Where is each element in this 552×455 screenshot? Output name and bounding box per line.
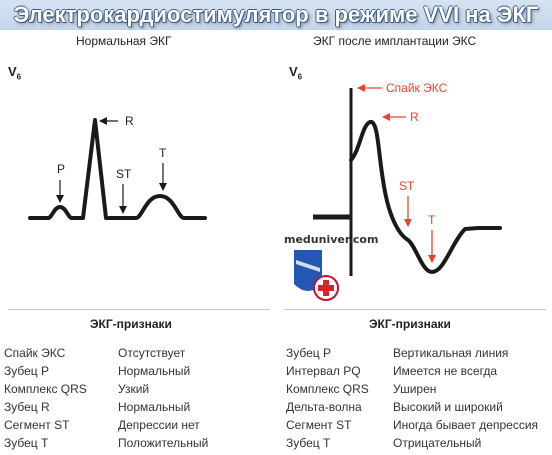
- left-sign-value: Нормальный: [118, 364, 191, 378]
- left-sign-name: Спайк ЭКС: [4, 346, 66, 360]
- meduniver-logo-icon: [294, 250, 339, 301]
- r-wave-label-paced: R: [410, 110, 419, 124]
- left-sign-value: Депрессии нет: [118, 418, 200, 432]
- right-sign-name: Зубец P: [286, 346, 332, 360]
- right-sign-value: Отрицательный: [393, 436, 482, 450]
- right-signs-heading: ЭКГ-признаки: [369, 317, 451, 331]
- right-sign-value: Иногда бывает депрессия: [393, 418, 539, 432]
- p-wave-label: P: [57, 162, 66, 176]
- spike-label: Спайк ЭКС: [386, 81, 448, 95]
- left-sign-name: Зубец R: [4, 400, 50, 414]
- left-sign-value: Узкий: [118, 382, 150, 396]
- left-sign-name: Зубец P: [4, 364, 50, 378]
- normal-ecg-trace: [28, 118, 207, 220]
- ecg-diagram: [28, 84, 502, 301]
- page-title: Электрокардиостимулятор в режиме VVI на …: [13, 2, 539, 27]
- left-sign-name: Зубец T: [4, 436, 49, 450]
- left-signs-heading: ЭКГ-признаки: [90, 317, 172, 331]
- st-segment-label: ST: [116, 167, 132, 181]
- right-sign-value: Высокий и широкий: [393, 400, 503, 414]
- st-segment-label-paced: ST: [399, 179, 415, 193]
- r-wave-label: R: [125, 114, 134, 128]
- right-lead-label: V6: [289, 64, 303, 82]
- right-sign-value: Вертикальная линия: [393, 346, 509, 360]
- right-sign-name: Дельта-волна: [286, 400, 362, 414]
- left-sign-value: Нормальный: [118, 400, 191, 414]
- left-divider: [8, 309, 270, 310]
- left-panel-title: Нормальная ЭКГ: [76, 34, 172, 48]
- right-sign-name: Комплекс QRS: [286, 382, 369, 396]
- left-sign-value: Положительный: [118, 436, 209, 450]
- right-sign-value: Имеется не всегда: [393, 364, 498, 378]
- right-sign-value: Уширен: [393, 382, 437, 396]
- watermark-text: meduniver.com: [284, 233, 379, 246]
- right-sign-name: Зубец T: [286, 436, 331, 450]
- t-wave-label: T: [159, 146, 167, 160]
- left-sign-name: Комплекс QRS: [4, 382, 87, 396]
- left-lead-label: V6: [8, 64, 22, 82]
- left-sign-name: Сегмент ST: [4, 418, 70, 432]
- right-sign-name: Интервал PQ: [286, 364, 361, 378]
- right-panel-title: ЭКГ после имплантации ЭКС: [313, 34, 477, 48]
- t-wave-label-paced: T: [428, 213, 436, 227]
- right-divider: [284, 309, 546, 310]
- left-sign-value: Отсутствует: [118, 346, 186, 360]
- title-banner: [0, 0, 552, 30]
- paced-ecg-trace: [349, 120, 502, 274]
- right-sign-name: Сегмент ST: [286, 418, 352, 432]
